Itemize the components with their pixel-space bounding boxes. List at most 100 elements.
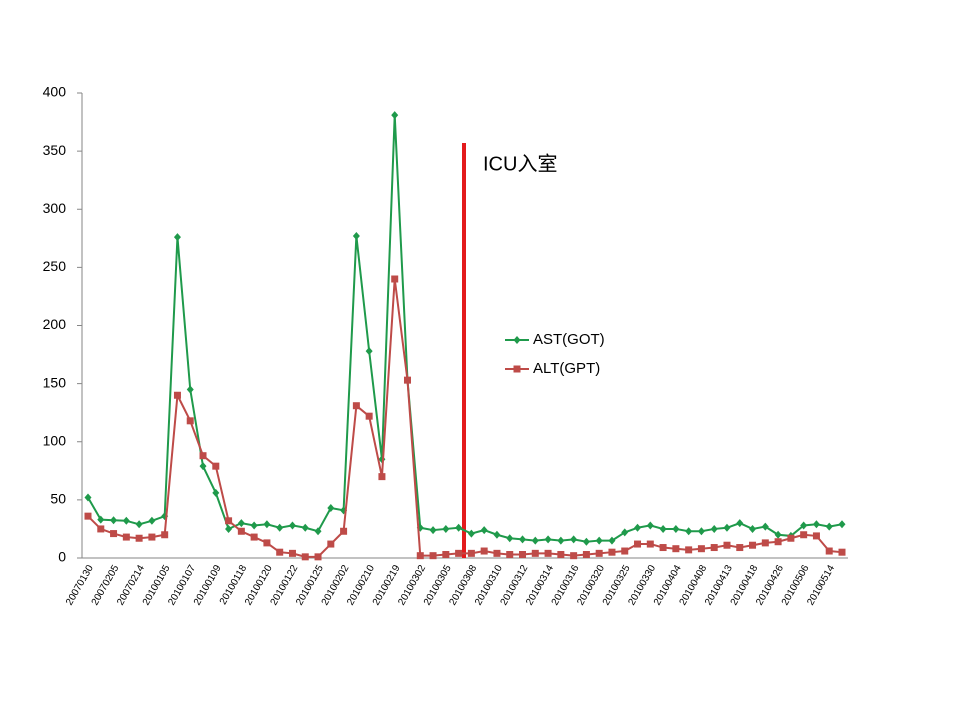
data-point bbox=[697, 545, 705, 553]
data-point bbox=[301, 523, 309, 532]
data-point bbox=[186, 417, 194, 425]
data-point bbox=[506, 551, 514, 559]
data-point bbox=[557, 551, 565, 559]
y-tick-label: 400 bbox=[43, 84, 67, 100]
data-point bbox=[506, 534, 514, 543]
data-point bbox=[519, 535, 527, 544]
data-point bbox=[544, 535, 552, 544]
data-point bbox=[429, 526, 437, 535]
data-point bbox=[340, 527, 348, 535]
data-point bbox=[825, 547, 833, 555]
data-point bbox=[838, 520, 846, 529]
data-point bbox=[276, 523, 284, 532]
data-point bbox=[148, 516, 156, 525]
data-point bbox=[685, 527, 693, 536]
data-point bbox=[595, 536, 603, 545]
data-point bbox=[352, 231, 360, 240]
data-point bbox=[288, 521, 296, 530]
data-point bbox=[621, 547, 629, 555]
data-point bbox=[493, 549, 501, 557]
data-point bbox=[212, 462, 220, 470]
data-point bbox=[582, 551, 590, 559]
data-point bbox=[403, 376, 411, 384]
data-point bbox=[710, 544, 718, 552]
legend-label: AST(GOT) bbox=[533, 331, 605, 348]
data-point bbox=[749, 524, 757, 533]
y-tick-label: 200 bbox=[43, 316, 67, 332]
data-point bbox=[710, 524, 718, 533]
data-point bbox=[608, 548, 616, 556]
data-point bbox=[110, 516, 118, 525]
data-point bbox=[570, 535, 578, 544]
data-point bbox=[812, 532, 820, 540]
data-point bbox=[212, 488, 220, 497]
data-point bbox=[659, 544, 667, 552]
data-point bbox=[825, 522, 833, 531]
data-point bbox=[736, 519, 744, 528]
data-point bbox=[97, 525, 105, 533]
data-point bbox=[225, 517, 233, 525]
data-point bbox=[672, 545, 680, 553]
y-tick-label: 300 bbox=[43, 200, 67, 216]
data-point bbox=[288, 549, 296, 557]
data-point bbox=[480, 547, 488, 555]
data-point bbox=[467, 529, 475, 538]
data-point bbox=[225, 524, 233, 533]
data-point bbox=[263, 539, 271, 547]
data-point bbox=[237, 527, 245, 535]
data-point bbox=[634, 540, 642, 548]
data-point bbox=[774, 530, 782, 539]
data-point bbox=[135, 534, 143, 542]
data-point bbox=[135, 520, 143, 529]
data-point bbox=[749, 541, 757, 549]
data-point bbox=[327, 504, 335, 513]
data-point bbox=[480, 526, 488, 535]
data-point bbox=[365, 412, 373, 420]
data-point bbox=[595, 549, 603, 557]
y-tick-label: 250 bbox=[43, 258, 67, 274]
data-point bbox=[250, 533, 258, 541]
data-point bbox=[314, 553, 322, 561]
data-point bbox=[513, 365, 521, 373]
data-point bbox=[659, 524, 667, 533]
data-point bbox=[97, 515, 105, 524]
data-point bbox=[800, 521, 808, 530]
data-point bbox=[531, 549, 539, 557]
data-point bbox=[161, 531, 169, 539]
data-point bbox=[352, 402, 360, 410]
data-point bbox=[761, 522, 769, 531]
data-point bbox=[263, 520, 271, 529]
data-point bbox=[736, 544, 744, 552]
data-point bbox=[416, 552, 424, 560]
data-point bbox=[723, 523, 731, 532]
data-point bbox=[697, 527, 705, 536]
y-tick-label: 100 bbox=[43, 432, 67, 448]
data-point bbox=[634, 523, 642, 532]
data-point bbox=[812, 520, 820, 529]
data-point bbox=[723, 541, 731, 549]
data-point bbox=[544, 549, 552, 557]
data-point bbox=[110, 530, 118, 538]
data-point bbox=[608, 536, 616, 545]
data-point bbox=[787, 534, 795, 542]
data-point bbox=[557, 536, 565, 545]
y-tick-label: 50 bbox=[50, 491, 66, 507]
data-point bbox=[513, 336, 521, 344]
data-point bbox=[391, 111, 399, 120]
data-point bbox=[250, 521, 258, 530]
data-point bbox=[301, 553, 309, 561]
data-point bbox=[838, 548, 846, 556]
data-point bbox=[173, 233, 181, 242]
y-tick-label: 150 bbox=[43, 374, 67, 390]
data-point bbox=[173, 391, 181, 399]
data-point bbox=[84, 493, 92, 502]
data-point bbox=[531, 536, 539, 545]
data-point bbox=[582, 537, 590, 546]
data-point bbox=[148, 533, 156, 541]
data-point bbox=[199, 462, 207, 471]
data-point bbox=[237, 519, 245, 528]
data-point bbox=[493, 530, 501, 539]
legend-label: ALT(GPT) bbox=[533, 360, 600, 377]
data-point bbox=[122, 533, 130, 541]
